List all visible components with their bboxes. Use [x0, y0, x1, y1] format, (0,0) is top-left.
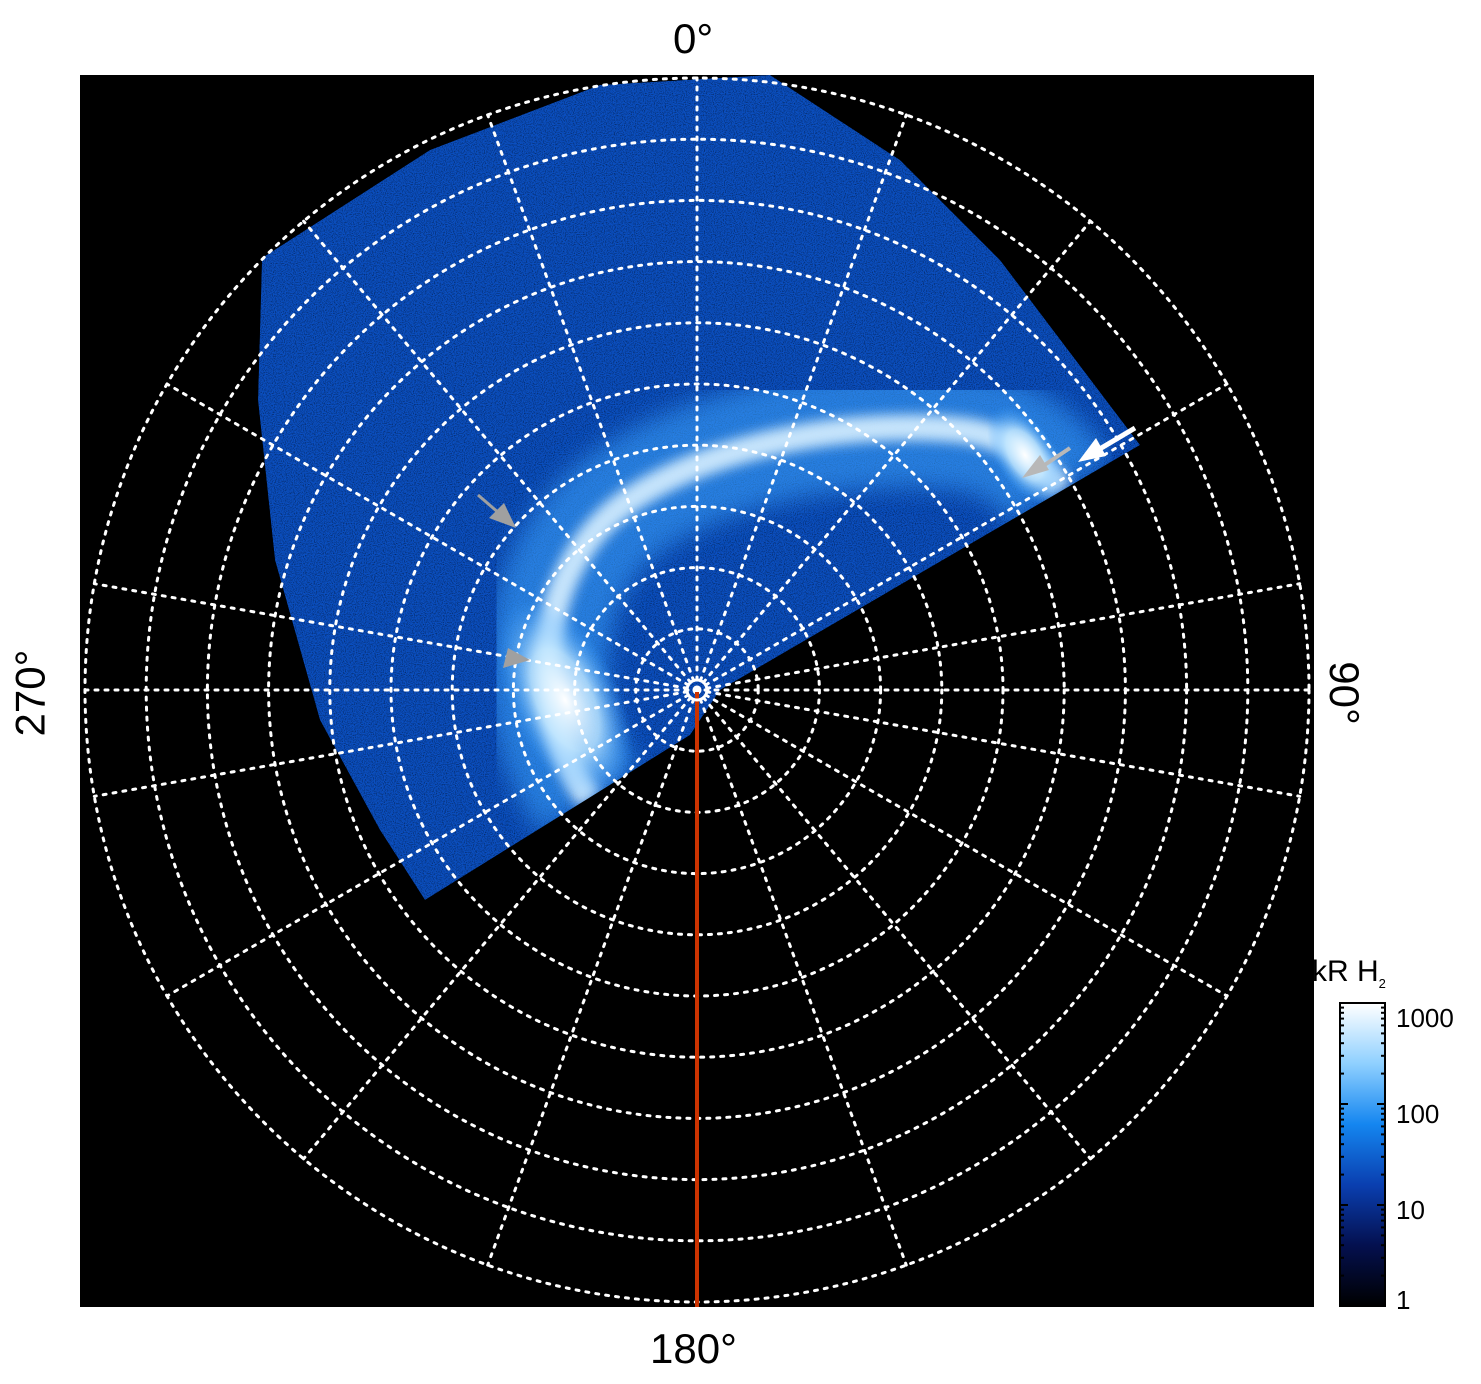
- grid-spoke: [92, 582, 699, 692]
- angle-label-left: 270°: [6, 649, 54, 737]
- grid-spoke: [92, 688, 699, 798]
- angle-label-bottom: 180°: [650, 1325, 737, 1372]
- grid-spoke: [695, 113, 908, 692]
- grid-spoke: [165, 382, 699, 692]
- colorbar-title: kR H2: [1312, 955, 1386, 991]
- colorbar-tick-label: 1000: [1396, 1003, 1454, 1033]
- polar-grid: [83, 76, 1311, 1304]
- colorbar-tick-label: 100: [1396, 1099, 1440, 1129]
- colorbar-ticks: [1340, 1006, 1385, 1307]
- colorbar-tick-label: 1: [1396, 1285, 1411, 1315]
- colorbar-gradient: [1339, 1002, 1386, 1307]
- arrow-gray-right: [1022, 446, 1072, 478]
- pole-marker: [685, 678, 709, 702]
- colorbar-title-text: kR H: [1312, 955, 1379, 988]
- grid-spoke: [695, 688, 1302, 798]
- grid-spoke: [695, 219, 1092, 692]
- grid-spoke: [695, 382, 1229, 692]
- arrow-gray-upper: [477, 493, 516, 528]
- angle-label-right: 90°: [1320, 661, 1368, 725]
- annotation-arrows: [477, 425, 1137, 668]
- grid-spoke: [302, 219, 699, 692]
- arrow-white-right: [1078, 425, 1137, 462]
- colorbar: [1339, 1002, 1386, 1307]
- nightside-bright-arc: [496, 597, 634, 803]
- grid-spoke: [486, 688, 699, 1267]
- grid-spoke: [165, 688, 699, 998]
- arrow-gray-lower: [503, 648, 530, 668]
- grid-spoke: [302, 688, 699, 1161]
- angle-label-top: 0°: [673, 15, 714, 62]
- colorbar-title-subscript: 2: [1378, 976, 1386, 991]
- grid-spoke: [695, 688, 1092, 1161]
- grid-ring: [511, 504, 883, 876]
- dayside-bright-spot: [987, 405, 1063, 505]
- grid-spoke: [486, 113, 699, 692]
- grid-spoke: [695, 688, 1229, 998]
- grid-spoke: [695, 688, 908, 1267]
- colorbar-tick-label: 10: [1396, 1195, 1425, 1225]
- grid-spoke: [695, 582, 1302, 692]
